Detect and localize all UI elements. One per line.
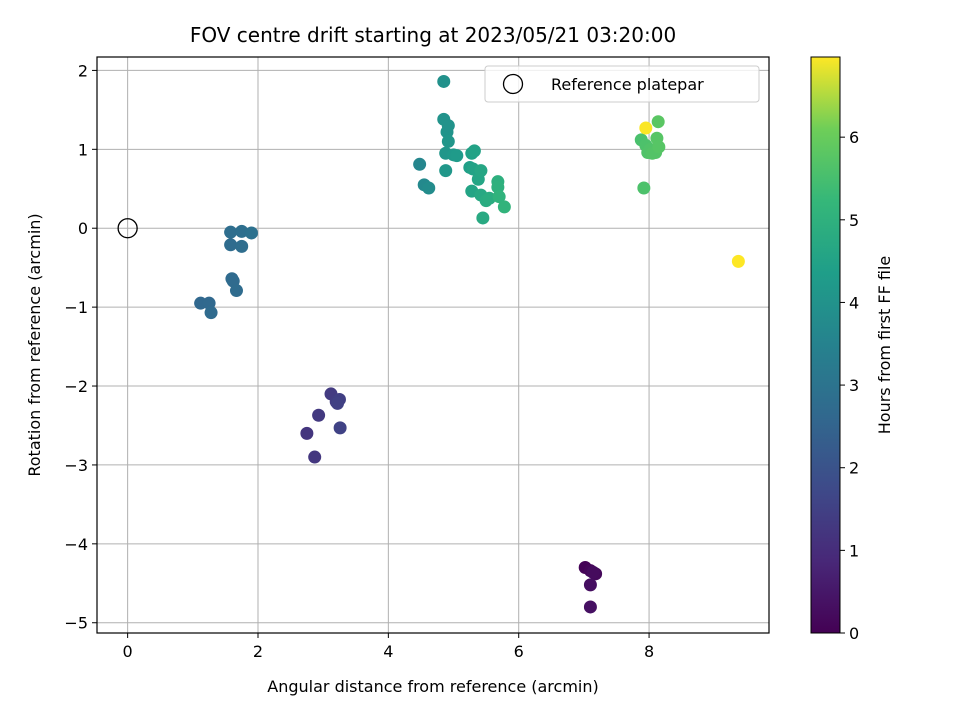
data-point <box>422 181 436 195</box>
data-point <box>583 600 597 614</box>
y-tick-label: 1 <box>78 140 88 159</box>
legend-box <box>484 65 760 103</box>
plot-frame <box>96 56 770 634</box>
y-tick-label: 0 <box>78 219 88 238</box>
y-tick-label: −5 <box>64 614 88 633</box>
colorbar-tick-label: 1 <box>849 541 859 560</box>
y-tick-label: −4 <box>64 535 88 554</box>
y-tick-label: −2 <box>64 377 88 396</box>
y-axis-label: Rotation from reference (arcmin) <box>25 213 44 476</box>
data-point <box>244 226 258 240</box>
data-point <box>731 254 745 268</box>
data-point <box>639 121 653 135</box>
reference-marker-group <box>117 218 138 239</box>
y-tick-label: −3 <box>64 456 88 475</box>
colorbar-tick-label: 0 <box>849 624 859 643</box>
data-point <box>224 225 238 239</box>
data-point <box>652 140 666 154</box>
data-point <box>300 426 314 440</box>
x-tick-label: 4 <box>383 642 393 661</box>
data-point <box>229 284 243 298</box>
y-tick-label: 2 <box>78 61 88 80</box>
data-point <box>312 408 326 422</box>
data-point <box>583 578 597 592</box>
data-point <box>441 134 455 148</box>
legend-reference-marker <box>502 73 524 95</box>
data-point <box>331 396 345 410</box>
data-point <box>651 115 665 129</box>
colorbar-ticks: 0 1 2 3 4 5 6 <box>840 128 859 643</box>
data-point <box>476 211 490 225</box>
legend: Reference platepar <box>484 65 760 103</box>
data-point <box>204 306 218 320</box>
x-tick-label: 2 <box>253 642 263 661</box>
data-point <box>235 239 249 253</box>
data-point <box>224 238 238 252</box>
data-point <box>492 190 506 204</box>
data-point <box>437 74 451 88</box>
y-tick-label: −1 <box>64 298 88 317</box>
x-tick-label: 8 <box>644 642 654 661</box>
data-point <box>474 164 488 178</box>
y-axis-ticks: −5 −4 −3 −2 −1 0 1 2 <box>64 61 97 633</box>
chart-title: FOV centre drift starting at 2023/05/21 … <box>190 23 676 47</box>
x-tick-label: 6 <box>514 642 524 661</box>
data-point <box>413 157 427 171</box>
data-point <box>235 224 249 238</box>
reference-platepar-marker <box>117 218 138 239</box>
colorbar-gradient <box>810 56 841 634</box>
colorbar-label: Hours from first FF file <box>875 256 894 435</box>
x-axis-ticks: 0 2 4 6 8 <box>123 633 654 661</box>
colorbar-tick-label: 2 <box>849 459 859 478</box>
data-point <box>441 119 455 133</box>
scatter-points <box>194 74 745 614</box>
grid-lines <box>97 57 769 633</box>
data-point <box>586 565 600 579</box>
data-point <box>491 180 505 194</box>
colorbar-tick-label: 4 <box>849 293 859 312</box>
data-point <box>497 200 511 214</box>
colorbar-tick-label: 3 <box>849 376 859 395</box>
colorbar-tick-label: 5 <box>849 211 859 230</box>
data-point <box>439 164 453 178</box>
data-point <box>467 144 481 158</box>
data-point <box>450 149 464 163</box>
data-point <box>637 181 651 195</box>
legend-entry-reference: Reference platepar <box>551 75 704 94</box>
colorbar-tick-label: 6 <box>849 128 859 147</box>
data-point <box>333 421 347 435</box>
x-axis-label: Angular distance from reference (arcmin) <box>267 677 598 696</box>
data-point <box>308 450 322 464</box>
x-tick-label: 0 <box>123 642 133 661</box>
data-point <box>482 191 496 205</box>
colorbar: 0 1 2 3 4 5 6 Hours from first FF file <box>810 56 894 643</box>
